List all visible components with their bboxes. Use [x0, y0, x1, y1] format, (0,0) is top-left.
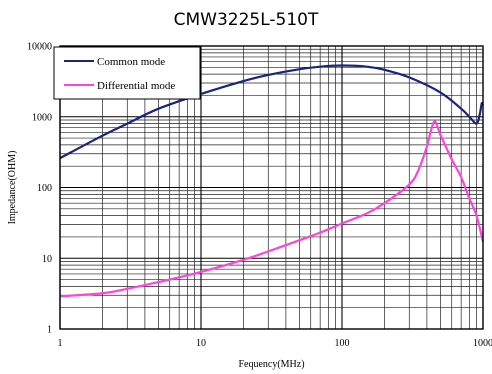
x-axis-label: Fequency(MHz) [238, 359, 304, 370]
y-tick-label: 1 [47, 325, 52, 336]
chart-title: CMW3225L-510T [174, 10, 319, 30]
series-layer [59, 64, 485, 298]
y-tick-label: 100 [37, 183, 52, 194]
y-tick-label: 1000 [32, 112, 52, 123]
legend-label: Common mode [97, 56, 165, 68]
legend-label: Differential mode [97, 80, 175, 92]
series-line-common-mode [59, 64, 485, 160]
y-tick-label: 10000 [27, 42, 52, 53]
legend: Common mode Differential mode [53, 46, 201, 100]
y-tick-labels: 1 10 100 1000 10000 [27, 42, 52, 336]
x-tick-label: 10 [196, 338, 206, 349]
y-axis-label: Impedance(OHM) [7, 151, 18, 225]
x-tick-label: 1000 [473, 338, 492, 349]
y-tick-label: 10 [42, 254, 52, 265]
plot-border [59, 45, 484, 330]
x-tick-label: 100 [335, 338, 350, 349]
series-line-differential-mode [59, 120, 485, 298]
x-tick-labels: 1 10 100 1000 [58, 338, 492, 349]
legend-box [53, 46, 201, 100]
x-tick-label: 1 [58, 338, 63, 349]
